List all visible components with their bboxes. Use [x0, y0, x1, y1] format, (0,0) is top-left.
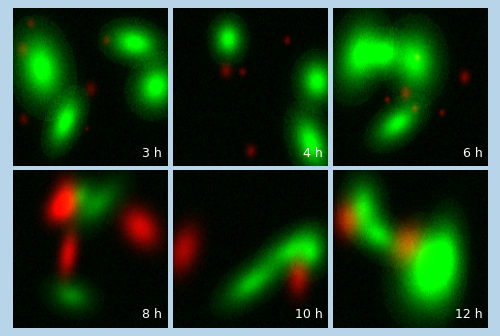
Text: 12 h: 12 h [455, 308, 483, 321]
Text: 8 h: 8 h [142, 308, 162, 321]
Text: 10 h: 10 h [295, 308, 322, 321]
Text: 4 h: 4 h [303, 147, 322, 160]
Text: 6 h: 6 h [463, 147, 483, 160]
Text: 3 h: 3 h [142, 147, 162, 160]
